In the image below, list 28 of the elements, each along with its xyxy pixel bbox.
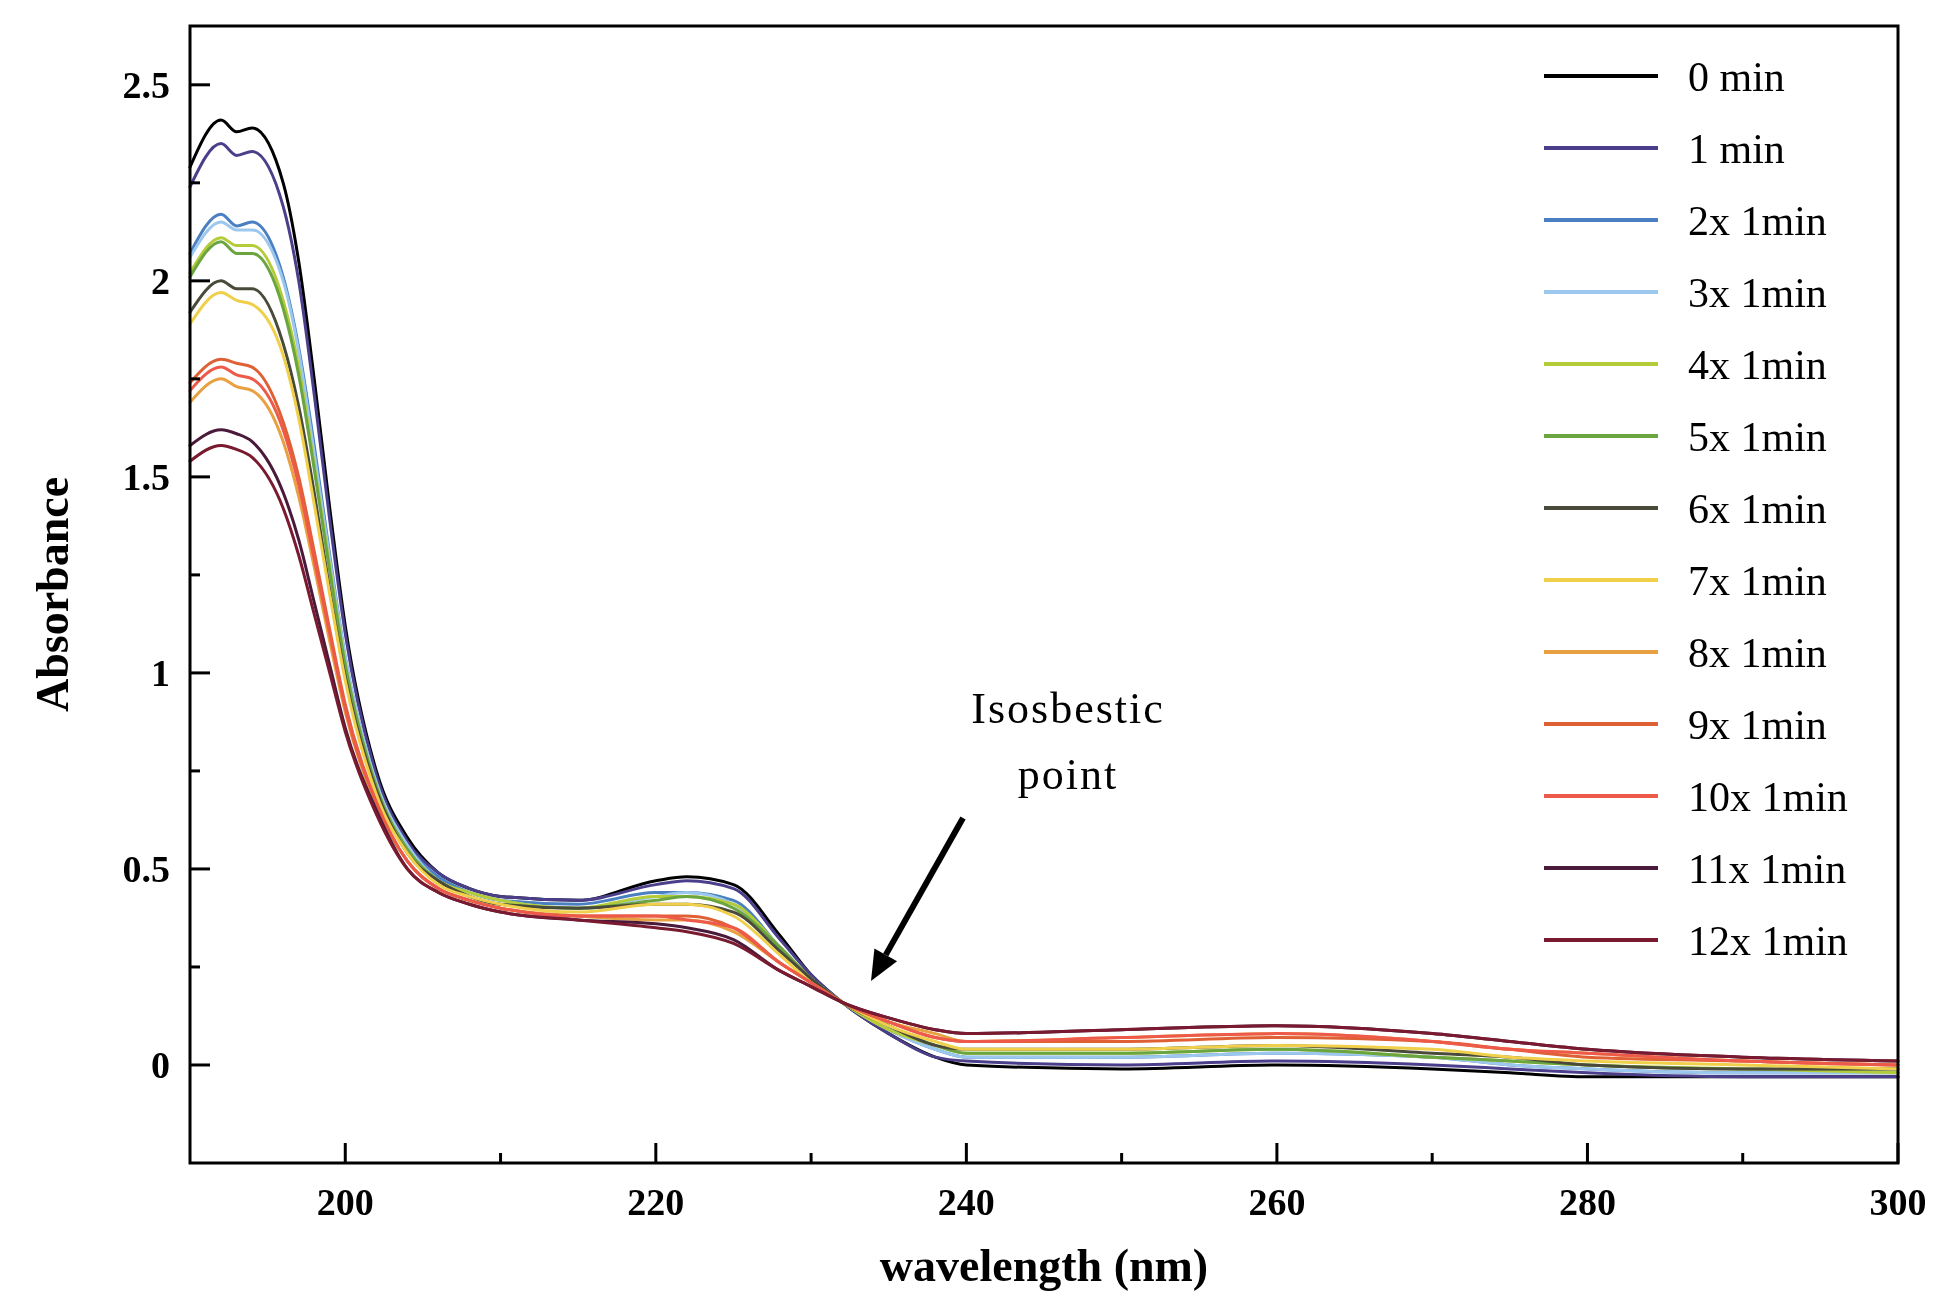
x-tick-label: 280 (1558, 1181, 1616, 1223)
legend-label: 2x 1min (1688, 197, 1827, 244)
legend-label: 7x 1min (1688, 557, 1827, 604)
y-tick-label: 1 (151, 652, 170, 695)
legend-label: 4x 1min (1688, 341, 1827, 388)
legend-label: 0 min (1688, 53, 1785, 100)
y-tick-label: 0.5 (122, 848, 170, 891)
y-tick-label: 0 (151, 1044, 170, 1087)
x-tick-label: 220 (627, 1181, 685, 1223)
x-tick-label: 240 (937, 1181, 995, 1223)
y-tick-label: 1.5 (122, 456, 170, 499)
x-tick-label: 300 (1869, 1181, 1927, 1223)
y-tick-label: 2.5 (122, 64, 170, 107)
legend-label: 6x 1min (1688, 485, 1827, 532)
x-tick-label: 200 (316, 1181, 374, 1223)
legend-label: 9x 1min (1688, 701, 1827, 748)
legend-label: 5x 1min (1688, 413, 1827, 460)
legend-label: 11x 1min (1688, 845, 1847, 892)
legend-label: 3x 1min (1688, 269, 1827, 316)
y-axis-title: Absorbance (27, 476, 78, 713)
legend-label: 10x 1min (1688, 773, 1848, 820)
x-tick-label: 260 (1248, 1181, 1306, 1223)
annotation: Isosbestic point (971, 684, 1165, 799)
y-tick-label: 2 (151, 260, 170, 303)
x-axis-title: wavelength (nm) (879, 1240, 1209, 1291)
legend-label: 1 min (1688, 125, 1785, 172)
legend-label: 8x 1min (1688, 629, 1827, 676)
legend-label: 12x 1min (1688, 917, 1848, 964)
